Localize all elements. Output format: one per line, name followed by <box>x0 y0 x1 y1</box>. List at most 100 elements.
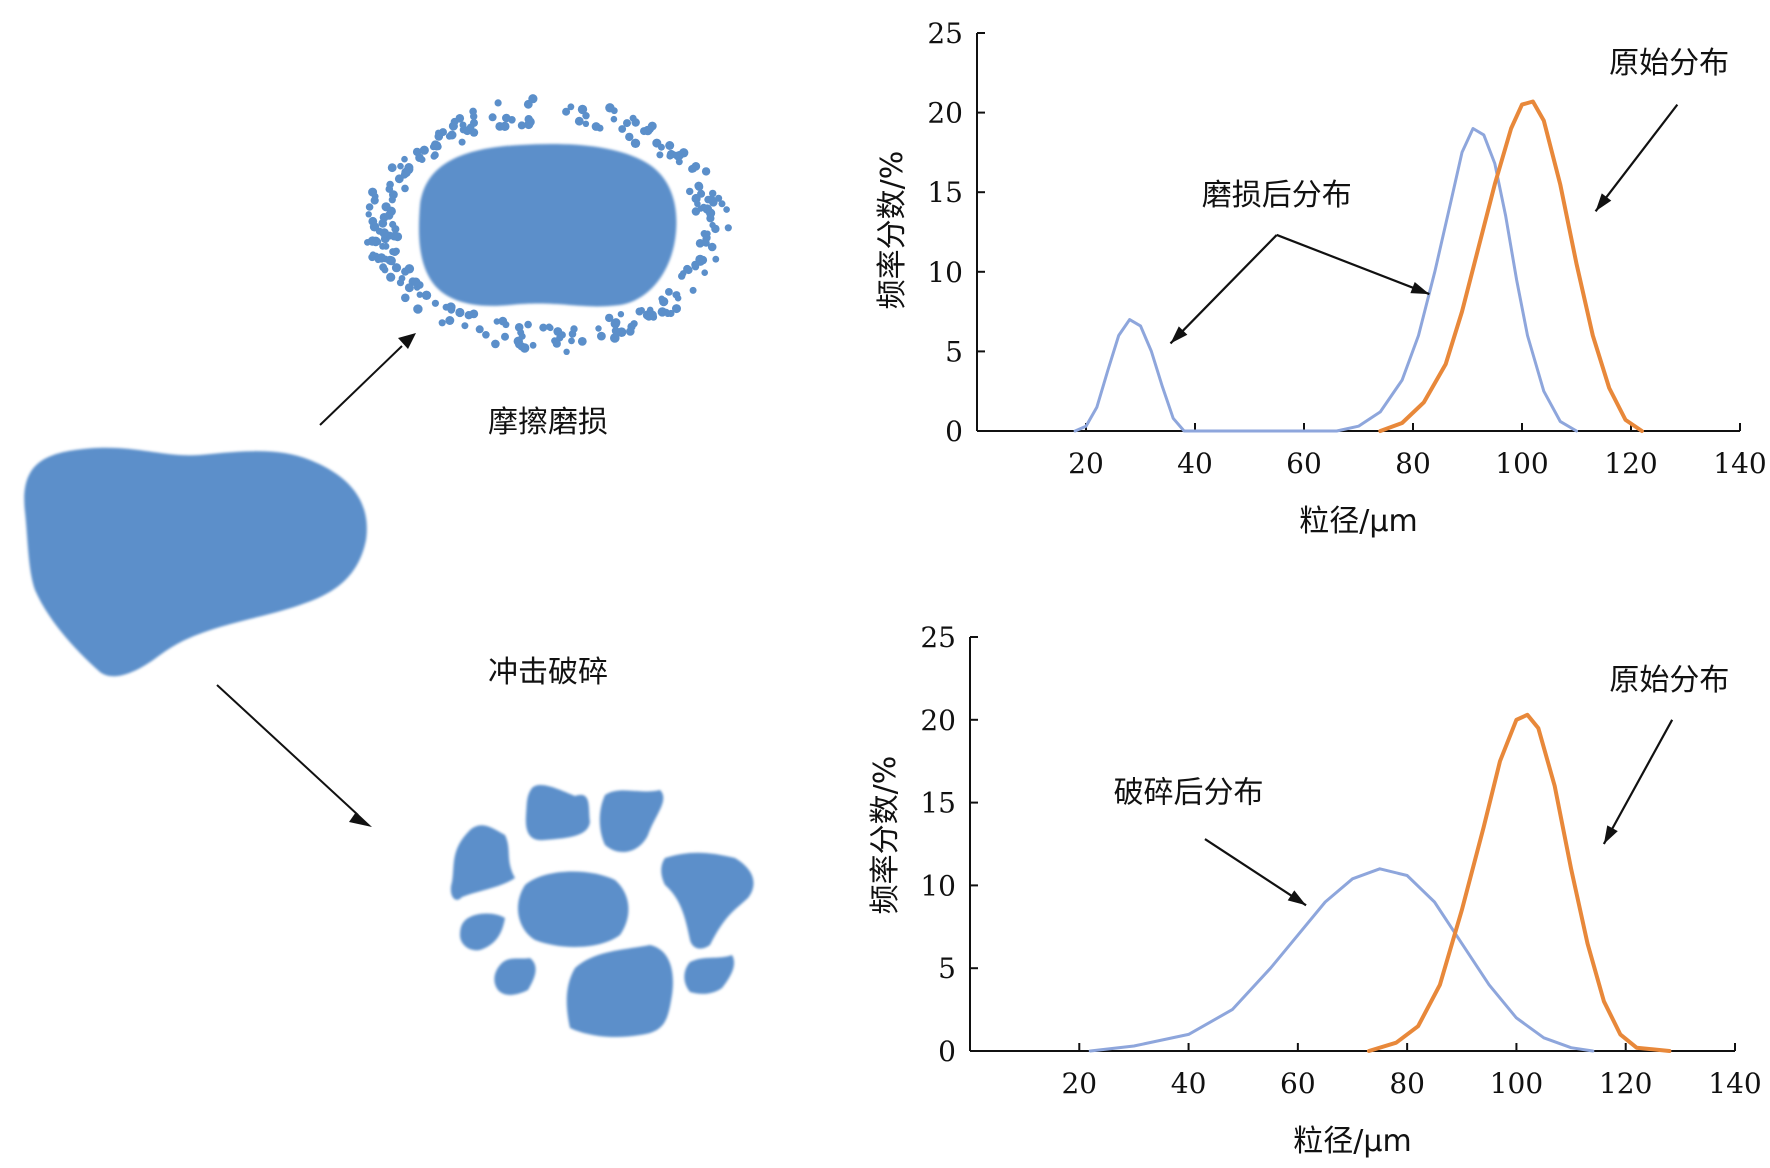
x-axis-label: 粒径/μm <box>1299 504 1417 539</box>
debris-dot <box>658 295 665 303</box>
debris-dot <box>652 139 660 147</box>
y-tick-label: 5 <box>945 335 963 368</box>
debris-dot <box>605 313 614 323</box>
annotation-arrow-head <box>1595 193 1612 212</box>
debris-dot <box>455 307 465 318</box>
debris-dot <box>686 187 694 196</box>
debris-dot <box>369 251 377 258</box>
annotation-label: 原始分布 <box>1609 663 1729 698</box>
annotation-label: 磨损后分布 <box>1202 178 1352 213</box>
debris-dot <box>611 326 620 335</box>
x-tick-label: 80 <box>1389 1067 1425 1100</box>
annotation-arrow-head <box>1287 890 1307 906</box>
debris-dot <box>419 145 429 155</box>
debris-dot <box>502 113 511 123</box>
impact-arrow <box>216 684 372 827</box>
x-tick-label: 120 <box>1604 447 1657 480</box>
y-tick-label: 25 <box>927 17 963 50</box>
debris-dot <box>434 132 444 141</box>
debris-dot <box>501 332 509 341</box>
original-particle <box>24 447 367 677</box>
debris-dot <box>500 121 510 131</box>
annotation-arrow-head <box>1170 326 1188 344</box>
debris-dot <box>610 115 618 123</box>
debris-dot <box>431 140 440 149</box>
debris-dot <box>458 138 466 146</box>
y-axis-label: 频率分数/% <box>875 151 910 310</box>
x-tick-label: 20 <box>1061 1067 1097 1100</box>
debris-dot <box>431 299 439 307</box>
debris-dot <box>684 266 693 275</box>
debris-dot <box>657 307 667 317</box>
fragment <box>566 945 673 1038</box>
debris-dot <box>562 107 571 116</box>
debris-dot <box>389 220 397 229</box>
annotation-label: 原始分布 <box>1609 46 1729 81</box>
debris-dot <box>689 165 698 173</box>
debris-dot <box>582 120 590 128</box>
debris-dot <box>707 242 717 252</box>
debris-dot <box>706 208 716 218</box>
debris-dot <box>442 303 450 311</box>
debris-dot <box>558 331 566 339</box>
y-axis-label: 频率分数/% <box>868 756 903 915</box>
debris-dot <box>591 122 601 131</box>
debris-dot <box>514 323 524 332</box>
chart-impact: 0 5 10 15 20 25 20 40 60 80 100 120 140 粒径/μm 频率分数/% 破碎… <box>868 621 1762 1159</box>
debris-dot <box>574 116 584 126</box>
series-line <box>1073 127 1578 433</box>
debris-dot <box>610 107 618 115</box>
debris-dot <box>459 121 467 129</box>
fragment <box>460 913 505 951</box>
x-tick-label: 140 <box>1713 447 1766 480</box>
y-tick-label: 25 <box>920 621 956 654</box>
fragment <box>525 785 590 841</box>
y-tick-label: 10 <box>920 869 956 902</box>
debris-dot <box>381 266 389 274</box>
debris-dot <box>657 143 665 151</box>
abraded-particle-core <box>418 144 677 307</box>
annotation-arrow <box>1204 838 1307 907</box>
debris-dot <box>401 293 410 303</box>
abraded-particle <box>364 94 732 355</box>
debris-dot <box>638 307 645 314</box>
debris-dot <box>379 228 389 238</box>
debris-dot <box>673 151 683 161</box>
x-axis-label: 粒径/μm <box>1293 1124 1411 1159</box>
debris-dot <box>438 319 446 327</box>
y-tick-label: 15 <box>927 176 963 209</box>
debris-dot <box>370 196 379 205</box>
x-tick-label: 140 <box>1708 1067 1761 1100</box>
debris-dot <box>398 275 406 282</box>
annotation-arrow <box>1602 719 1674 845</box>
debris-dot <box>450 117 459 126</box>
debris-dot <box>469 107 477 116</box>
annotation-arrow <box>1169 234 1278 345</box>
fragment <box>517 871 629 947</box>
debris-dot <box>461 322 469 330</box>
debris-dot <box>724 224 732 232</box>
debris-dot <box>552 339 561 348</box>
debris-dot <box>691 260 700 269</box>
debris-dot <box>517 121 526 130</box>
impact-label: 冲击破碎 <box>488 655 608 690</box>
x-tick-label: 80 <box>1395 447 1431 480</box>
annotation-arrow-head <box>1410 281 1430 295</box>
debris-dot <box>390 248 399 256</box>
debris-dot <box>567 103 575 111</box>
debris-dot <box>464 311 473 320</box>
debris-dot <box>691 193 701 204</box>
debris-dot <box>368 216 378 226</box>
annotation-arrow <box>1594 103 1679 212</box>
debris-dot <box>672 291 680 299</box>
debris-dot <box>665 288 673 296</box>
debris-dot <box>718 200 726 208</box>
debris-dot <box>493 318 500 325</box>
debris-dot <box>401 155 408 163</box>
y-tick-label: 15 <box>920 787 956 820</box>
debris-dot <box>367 236 378 246</box>
debris-dot <box>491 339 500 349</box>
debris-dot <box>475 325 484 334</box>
debris-dot <box>626 327 635 336</box>
debris-dot <box>539 323 548 332</box>
